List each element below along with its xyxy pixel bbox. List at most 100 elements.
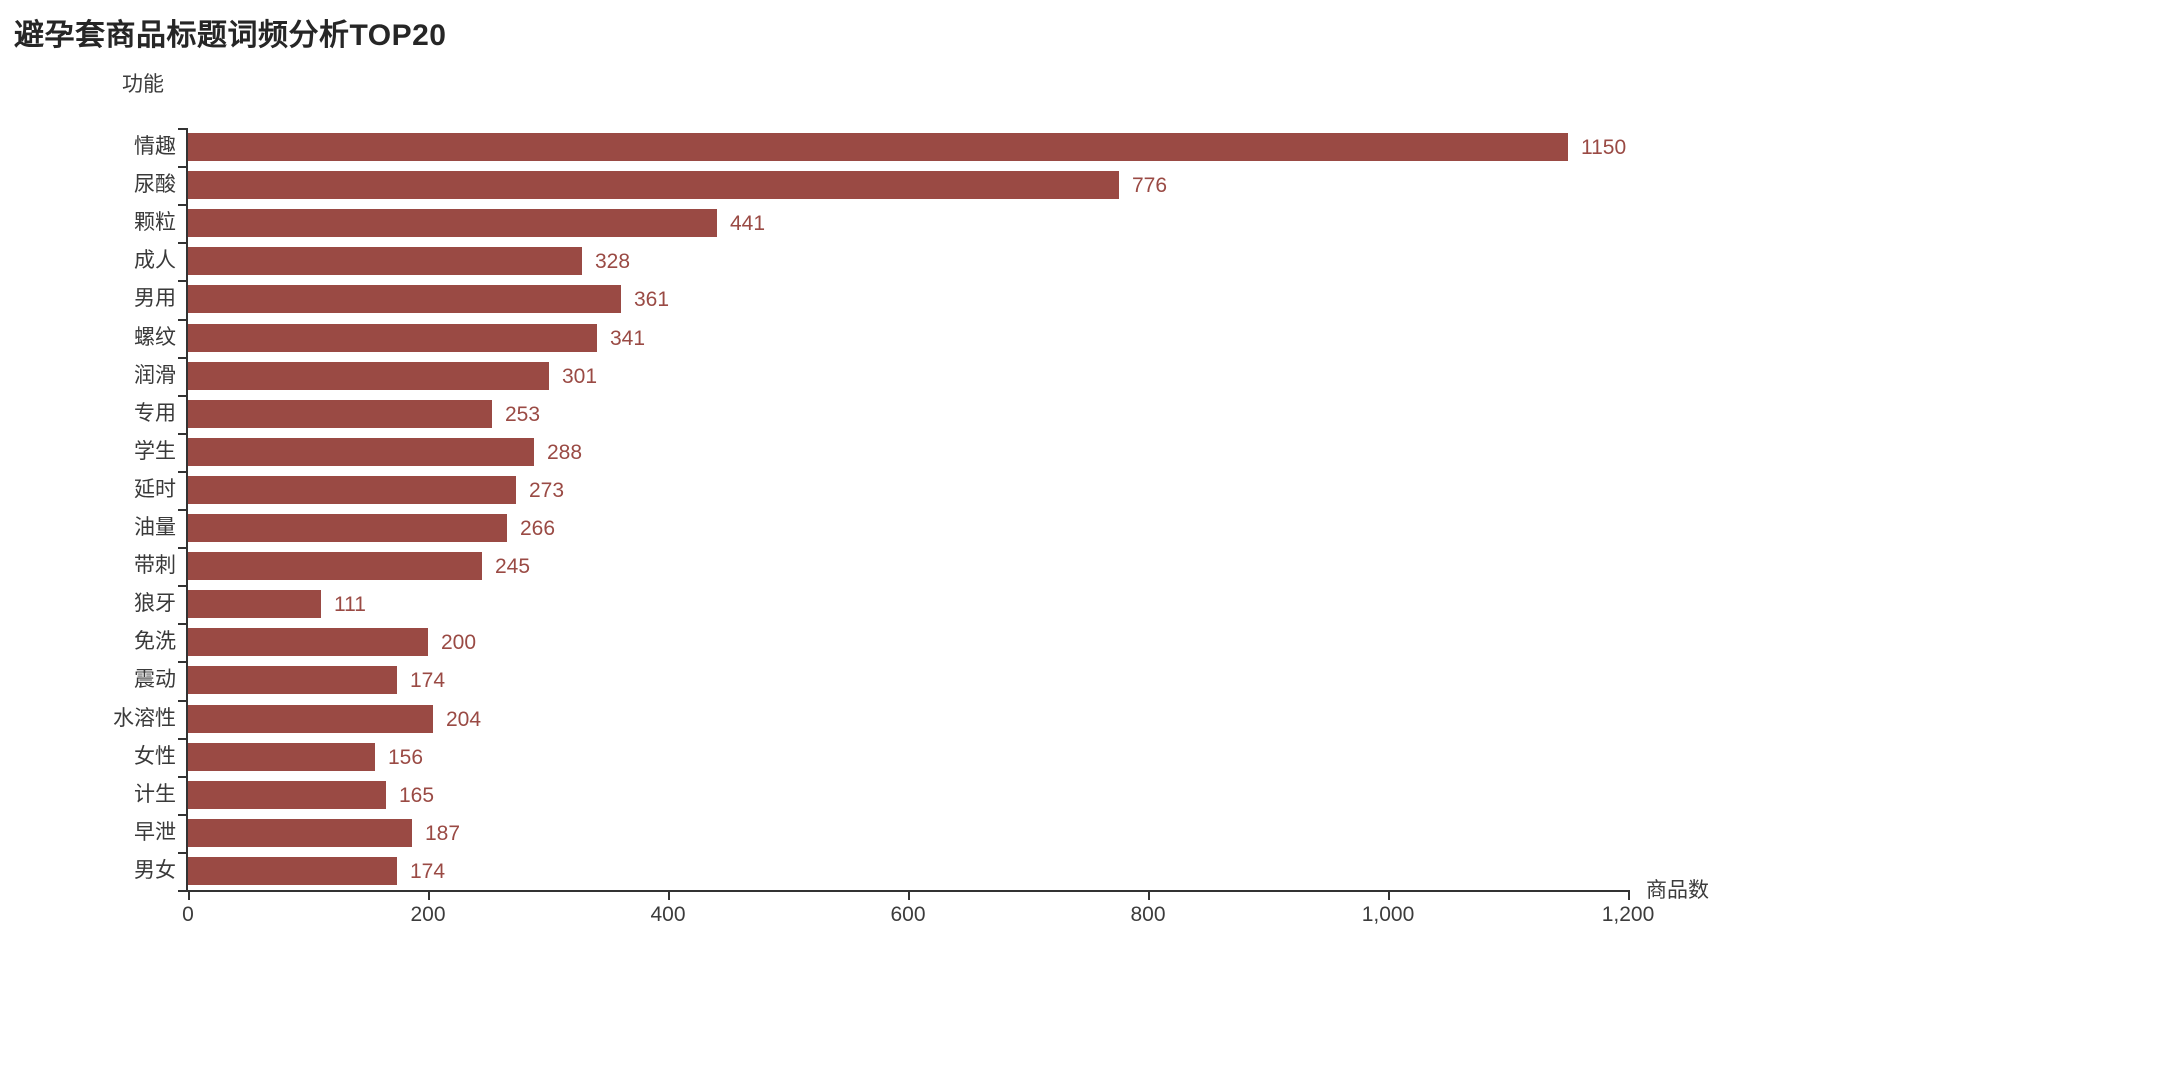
x-axis-tick-label: 0 [182,903,194,926]
y-axis-tick [178,471,186,473]
category-label: 女性 [134,745,176,768]
y-axis-tick [178,547,186,549]
category-label: 情趣 [134,135,176,158]
bar-value-label: 165 [399,784,435,807]
bar-学生[interactable] [188,438,534,466]
y-axis-tick [178,433,186,435]
bar-润滑[interactable] [188,362,549,390]
x-axis-tick [1148,892,1150,900]
category-label: 震动 [134,668,176,691]
x-axis-line [186,890,1630,892]
y-axis-tick [178,509,186,511]
y-axis-tick [178,890,186,892]
bar-颗粒[interactable] [188,209,717,237]
category-label: 带刺 [134,554,176,577]
bar-value-label: 266 [520,517,556,540]
y-axis-tick [178,242,186,244]
y-axis-tick [178,661,186,663]
bar-value-label: 273 [529,479,565,502]
y-axis-tick [178,280,186,282]
bar-震动[interactable] [188,666,397,694]
bar-计生[interactable] [188,781,386,809]
x-axis-title: 商品数 [1646,879,1709,902]
category-label: 油量 [134,516,176,539]
category-label: 润滑 [134,364,176,387]
y-axis-tick [178,166,186,168]
category-label: 计生 [134,783,176,806]
y-axis-tick [178,776,186,778]
bar-油量[interactable] [188,514,507,542]
x-axis-tick-label: 600 [890,903,926,926]
y-axis-tick [178,585,186,587]
x-axis-tick-label: 200 [410,903,446,926]
bar-value-label: 174 [410,669,446,692]
category-label: 学生 [134,440,176,463]
x-axis-tick [1628,892,1630,900]
y-axis-tick [178,319,186,321]
category-label: 免洗 [134,630,176,653]
x-axis-tick [188,892,190,900]
bar-女性[interactable] [188,743,375,771]
bar-value-label: 341 [610,327,646,350]
bar-带刺[interactable] [188,552,482,580]
y-axis-tick [178,128,186,130]
x-axis-tick [1388,892,1390,900]
y-axis-tick [178,204,186,206]
bar-value-label: 245 [495,555,531,578]
x-axis-tick-label: 400 [650,903,686,926]
bar-value-label: 301 [562,365,598,388]
x-axis-tick-label: 1,000 [1361,903,1415,926]
category-label: 水溶性 [113,707,176,730]
y-axis-tick [178,852,186,854]
bar-男女[interactable] [188,857,397,885]
bar-尿酸[interactable] [188,171,1119,199]
bar-早泄[interactable] [188,819,412,847]
category-label: 专用 [134,402,176,425]
category-label: 男用 [134,287,176,310]
category-label: 成人 [134,249,176,272]
bar-成人[interactable] [188,247,582,275]
bar-螺纹[interactable] [188,324,597,352]
bar-value-label: 187 [425,822,461,845]
y-axis-tick [178,814,186,816]
y-axis-tick [178,700,186,702]
bar-专用[interactable] [188,400,492,428]
chart-title: 避孕套商品标题词频分析TOP20 [14,19,447,52]
bar-情趣[interactable] [188,133,1568,161]
bar-value-label: 253 [505,403,541,426]
bar-value-label: 204 [446,708,482,731]
bar-狼牙[interactable] [188,590,321,618]
bar-value-label: 174 [410,860,446,883]
x-axis-tick [668,892,670,900]
category-label: 尿酸 [134,173,176,196]
y-axis-tick [178,738,186,740]
y-axis-line [186,128,188,892]
x-axis-tick-label: 800 [1130,903,1166,926]
bar-value-label: 441 [730,212,766,235]
bar-延时[interactable] [188,476,516,504]
category-label: 延时 [134,478,176,501]
x-axis-tick [428,892,430,900]
bar-男用[interactable] [188,285,621,313]
y-axis-tick [178,395,186,397]
category-label: 男女 [134,859,176,882]
bar-value-label: 200 [441,631,477,654]
bar-value-label: 156 [388,746,424,769]
bar-免洗[interactable] [188,628,428,656]
bar-value-label: 361 [634,288,670,311]
y-axis-tick [178,357,186,359]
category-label: 狼牙 [134,592,176,615]
y-axis-tick [178,623,186,625]
bar-value-label: 111 [334,593,366,616]
bar-水溶性[interactable] [188,705,433,733]
bar-value-label: 776 [1132,174,1168,197]
category-label: 螺纹 [134,326,176,349]
x-axis-tick [908,892,910,900]
x-axis-tick-label: 1,200 [1601,903,1655,926]
category-label: 颗粒 [134,211,176,234]
bar-value-label: 328 [595,250,631,273]
category-label: 早泄 [134,821,176,844]
bar-value-label: 288 [547,441,583,464]
bar-value-label: 1150 [1581,136,1627,159]
